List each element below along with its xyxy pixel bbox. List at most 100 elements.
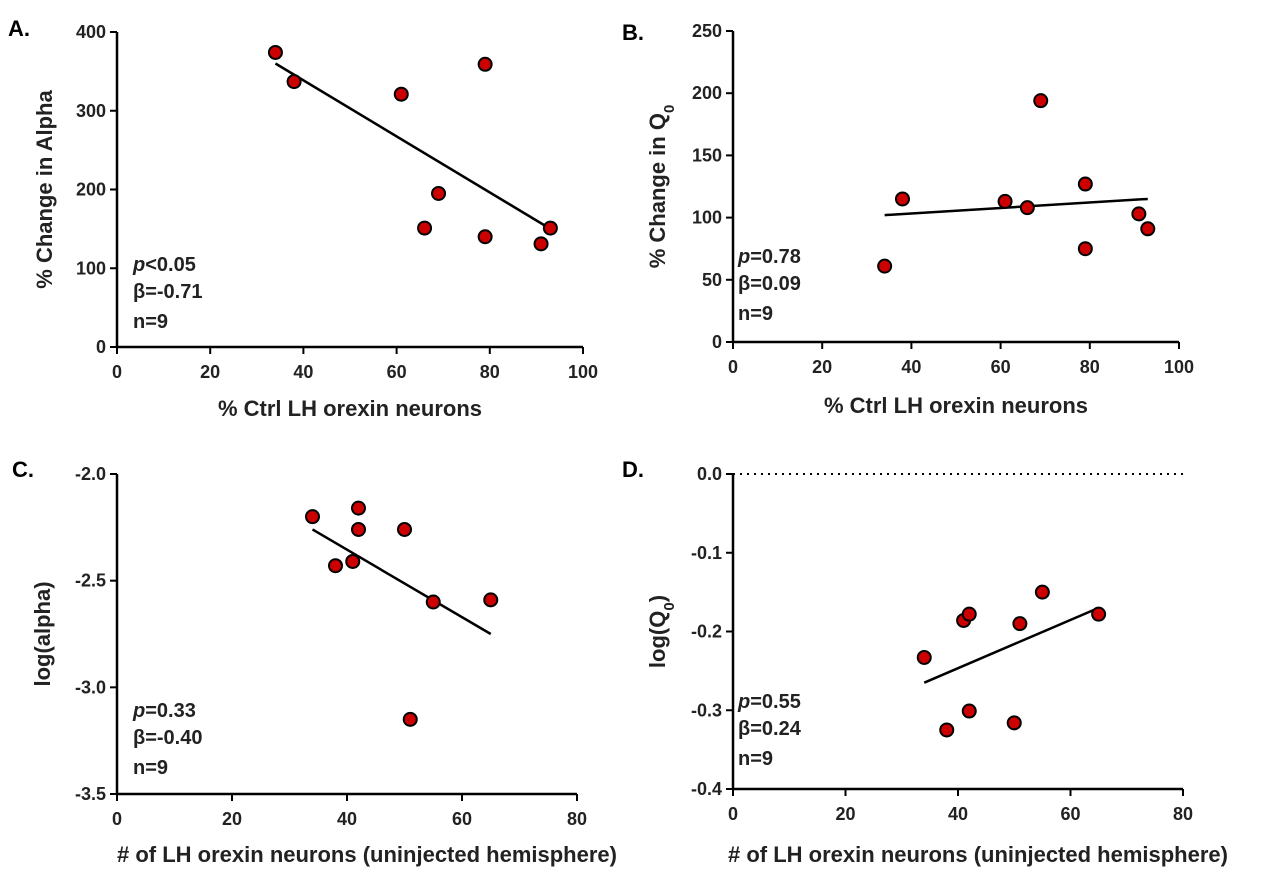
data-point [542, 220, 558, 236]
data-point [267, 44, 283, 60]
y-tick-label: -3.5 [75, 784, 106, 804]
data-point [305, 509, 320, 525]
x-tick-label: 40 [948, 804, 968, 824]
x-tick-label: 60 [1060, 804, 1080, 824]
stat-n: n=9 [133, 757, 168, 779]
data-point [431, 185, 447, 201]
y-tick-label: -2.5 [75, 571, 106, 591]
data-point [1033, 93, 1049, 109]
data-point [533, 236, 549, 252]
x-tick-label: 60 [991, 357, 1011, 377]
data-point [877, 258, 893, 274]
stat-beta: β=0.09 [738, 273, 801, 295]
stat-p-value: p=0.33 [132, 700, 196, 722]
x-tick-label: 80 [1080, 357, 1100, 377]
x-tick-label: 100 [1164, 357, 1194, 377]
panel-label: C. [12, 457, 34, 482]
x-tick-label: 80 [567, 809, 587, 829]
data-point [328, 558, 343, 574]
x-tick-label: 60 [387, 362, 407, 382]
regression-line [274, 62, 552, 230]
data-point [1034, 584, 1050, 600]
regression-line [923, 606, 1100, 684]
data-point [1131, 206, 1147, 222]
y-tick-label: 0.0 [697, 464, 722, 484]
stat-p-value: p<0.05 [132, 254, 196, 276]
y-tick-label: 200 [692, 83, 722, 103]
panel-b: B. 0 20 40 60 80 100 0 50 100 150 200 250 % Ctrl LH o… [622, 20, 1194, 418]
x-axis-label: % Ctrl LH orexin neurons [218, 396, 482, 421]
x-tick-label: 20 [222, 809, 242, 829]
data-point [1077, 176, 1093, 192]
data-point [425, 594, 441, 610]
regression-line [311, 528, 492, 636]
x-tick-label: 20 [835, 804, 855, 824]
y-tick-label: -0.1 [691, 543, 722, 563]
y-axis-label: log(alpha) [30, 581, 55, 686]
x-tick-label: 80 [1173, 804, 1193, 824]
panel-a: A. 0 20 40 60 80 100 0 100 200 300 400 % Ctrl LH ore… [8, 16, 598, 421]
data-point [1091, 606, 1107, 622]
data-point [961, 703, 977, 719]
stat-p-value: p=0.78 [737, 246, 801, 268]
panel-label: B. [622, 20, 644, 45]
stat-n: n=9 [738, 303, 773, 325]
data-point [483, 592, 499, 608]
y-tick-label: 0 [96, 337, 106, 357]
y-tick-label: -0.3 [691, 700, 722, 720]
x-axis-label: # of LH orexin neurons (uninjected hemis… [117, 842, 617, 867]
data-point [345, 553, 361, 569]
x-tick-label: 0 [112, 809, 122, 829]
y-tick-label: 300 [76, 101, 106, 121]
data-point [1140, 221, 1156, 237]
stat-beta: β=-0.71 [133, 281, 202, 303]
data-point [916, 649, 932, 665]
y-tick-label: 200 [76, 180, 106, 200]
x-tick-label: 0 [112, 362, 122, 382]
regression-line [884, 197, 1148, 217]
y-tick-label: -0.2 [691, 622, 722, 642]
stat-beta: β=-0.40 [133, 727, 202, 749]
stat-beta: β=0.24 [738, 718, 802, 740]
y-axis-label: log(Q0) [645, 595, 678, 668]
stat-p-value: p=0.55 [737, 691, 801, 713]
x-tick-label: 0 [728, 804, 738, 824]
data-point [997, 193, 1013, 209]
y-tick-label: 150 [692, 145, 722, 165]
data-point [961, 606, 977, 622]
data-point [397, 521, 412, 537]
panel-label: D. [622, 457, 644, 482]
y-tick-label: 100 [692, 208, 722, 228]
x-tick-label: 40 [337, 809, 357, 829]
y-axis-label: % Change in Q0 [645, 105, 678, 269]
x-axis-label: % Ctrl LH orexin neurons [824, 393, 1088, 418]
y-tick-label: -0.4 [691, 779, 722, 799]
data-point [1019, 200, 1035, 216]
stat-n: n=9 [738, 748, 773, 770]
data-point [1077, 241, 1093, 257]
x-tick-label: 0 [728, 357, 738, 377]
data-point [477, 56, 493, 72]
x-tick-label: 20 [200, 362, 220, 382]
panel-label: A. [8, 16, 30, 41]
x-tick-label: 60 [452, 809, 472, 829]
stat-n: n=9 [133, 311, 168, 333]
x-tick-label: 100 [568, 362, 598, 382]
y-tick-label: -3.0 [75, 677, 106, 697]
y-axis-label: % Change in Alpha [32, 90, 57, 289]
data-point [393, 86, 409, 102]
data-point [894, 191, 910, 207]
y-tick-label: 250 [692, 21, 722, 41]
panel-d: D. 0 20 40 60 80 -0.4 -0.3 -0.2 -0.1 0.0 # of LH or… [622, 457, 1228, 867]
data-point [939, 722, 955, 738]
y-tick-label: 0 [712, 332, 722, 352]
y-tick-label: 400 [76, 22, 106, 42]
data-point [351, 521, 366, 537]
y-tick-label: -2.0 [75, 464, 106, 484]
data-point [1006, 715, 1022, 731]
data-point [351, 500, 366, 516]
panel-c: C. 0 20 40 60 80 -3.5 -3.0 -2.5 -2.0 # of LH orexi… [12, 457, 617, 867]
x-axis-label: # of LH orexin neurons (uninjected hemis… [728, 842, 1228, 867]
data-point [477, 229, 493, 245]
